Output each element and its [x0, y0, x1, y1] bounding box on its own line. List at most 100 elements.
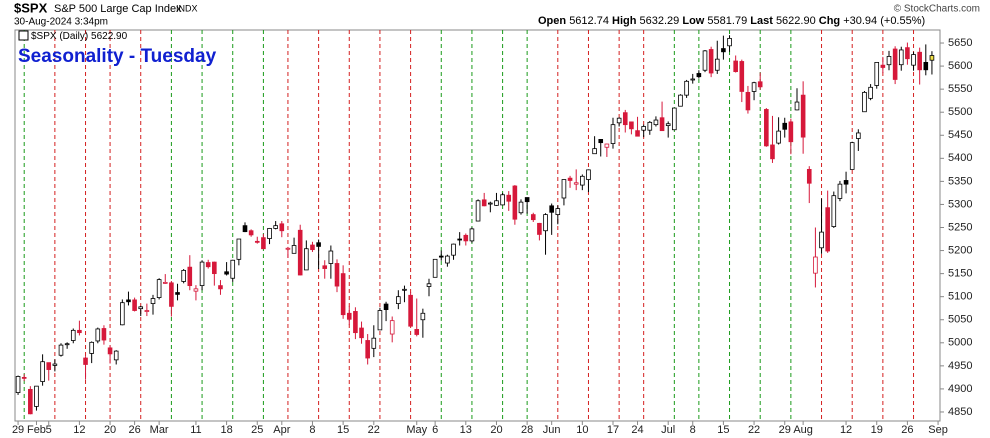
candle-body: [610, 124, 616, 144]
candle-body: [764, 109, 769, 147]
candle-body: [432, 258, 438, 278]
candle-body: [408, 294, 413, 327]
candle-body: [40, 361, 45, 382]
candle-body: [64, 343, 70, 346]
x-tick-label: 25: [251, 424, 263, 436]
x-tick-label: 26: [901, 424, 913, 436]
candle-body: [187, 266, 193, 287]
candle-body: [512, 185, 518, 220]
candle-body: [604, 143, 610, 148]
candle-body: [224, 271, 229, 275]
candle-body: [310, 244, 315, 251]
candle-body: [794, 101, 800, 111]
candle-body: [396, 296, 401, 304]
x-tick-label: 29: [12, 424, 24, 436]
candle-body: [856, 132, 861, 139]
y-tick-label: 5600: [948, 60, 972, 72]
candle-body: [690, 78, 696, 81]
legend-icon: [18, 30, 29, 41]
x-tick-label: 12: [840, 424, 852, 436]
candle-body: [518, 201, 524, 214]
candle-body: [684, 80, 689, 96]
candle-body: [524, 197, 530, 203]
x-tick-label: 8: [690, 424, 696, 436]
candle-body: [34, 385, 39, 407]
candle-body: [874, 61, 880, 86]
chg-label: Chg: [819, 15, 840, 27]
x-tick-label: 29: [779, 424, 791, 436]
x-tick-label: Sep: [928, 424, 948, 436]
candle-body: [438, 255, 444, 258]
candle-body: [52, 363, 58, 366]
candle-body: [144, 310, 150, 312]
candle-body: [537, 222, 542, 235]
candle-body: [708, 49, 714, 74]
candle-body: [776, 130, 781, 144]
candle-body: [383, 303, 389, 310]
candle-body: [162, 281, 168, 284]
ohlc-line: Open 5612.74 High 5632.29 Low 5581.79 La…: [538, 15, 925, 27]
candle-body: [199, 261, 205, 287]
candle-body: [21, 376, 27, 379]
candle-body: [346, 312, 352, 320]
candle-body: [500, 194, 505, 206]
candle-body: [837, 183, 843, 199]
candle-body: [150, 298, 156, 304]
x-tick-label: 26: [128, 424, 140, 436]
candle-body: [371, 337, 377, 349]
high-label: High: [612, 15, 637, 27]
x-tick-label: 20: [490, 424, 502, 436]
candle-body: [622, 112, 628, 126]
candle-body: [212, 261, 217, 275]
candle-body: [138, 306, 144, 310]
candle-body: [567, 177, 573, 181]
candle-body: [414, 329, 420, 335]
candle-body: [113, 350, 119, 361]
candle-body: [782, 122, 788, 130]
candle-body: [733, 60, 738, 73]
open-label: Open: [538, 15, 566, 27]
y-tick-label: 5200: [948, 244, 972, 256]
candle-body: [530, 214, 536, 221]
x-tick-label: 22: [748, 424, 760, 436]
candle-body: [58, 344, 64, 356]
candle-body: [334, 263, 340, 287]
candle-body: [813, 256, 818, 274]
candle-body: [886, 56, 892, 66]
candle-body: [285, 247, 291, 250]
x-tick-label: Mar: [150, 424, 169, 436]
candle-body: [316, 242, 321, 247]
candle-body: [132, 299, 137, 311]
candle-body: [95, 328, 101, 342]
candle-body: [843, 180, 849, 185]
candle-body: [426, 283, 432, 287]
candle-body: [825, 207, 830, 252]
candle-body: [445, 255, 450, 264]
candle-body: [267, 228, 272, 239]
candle-body: [28, 388, 33, 415]
candle-body: [917, 51, 922, 71]
candle-body: [322, 265, 328, 269]
candle-body: [297, 229, 303, 276]
low-value: 5581.79: [707, 15, 747, 27]
high-value: 5632.29: [640, 15, 680, 27]
candle-body: [488, 202, 493, 205]
candle-body: [929, 55, 935, 61]
y-tick-label: 4850: [948, 406, 972, 418]
candle-body: [819, 231, 824, 249]
y-tick-label: 5450: [948, 129, 972, 141]
candle-body: [120, 302, 125, 326]
candle-body: [70, 329, 76, 341]
candle-body: [89, 341, 94, 354]
candle-body: [647, 121, 653, 131]
x-tick-label: 15: [337, 424, 349, 436]
candle-body: [616, 117, 622, 124]
y-tick-label: 5100: [948, 291, 972, 303]
x-tick-label: 24: [631, 424, 643, 436]
candle-body: [248, 230, 254, 236]
x-tick-label: Jun: [543, 424, 561, 436]
x-tick-label: Jul: [661, 424, 675, 436]
copyright: © StockCharts.com: [894, 4, 980, 15]
candle-body: [549, 205, 554, 213]
